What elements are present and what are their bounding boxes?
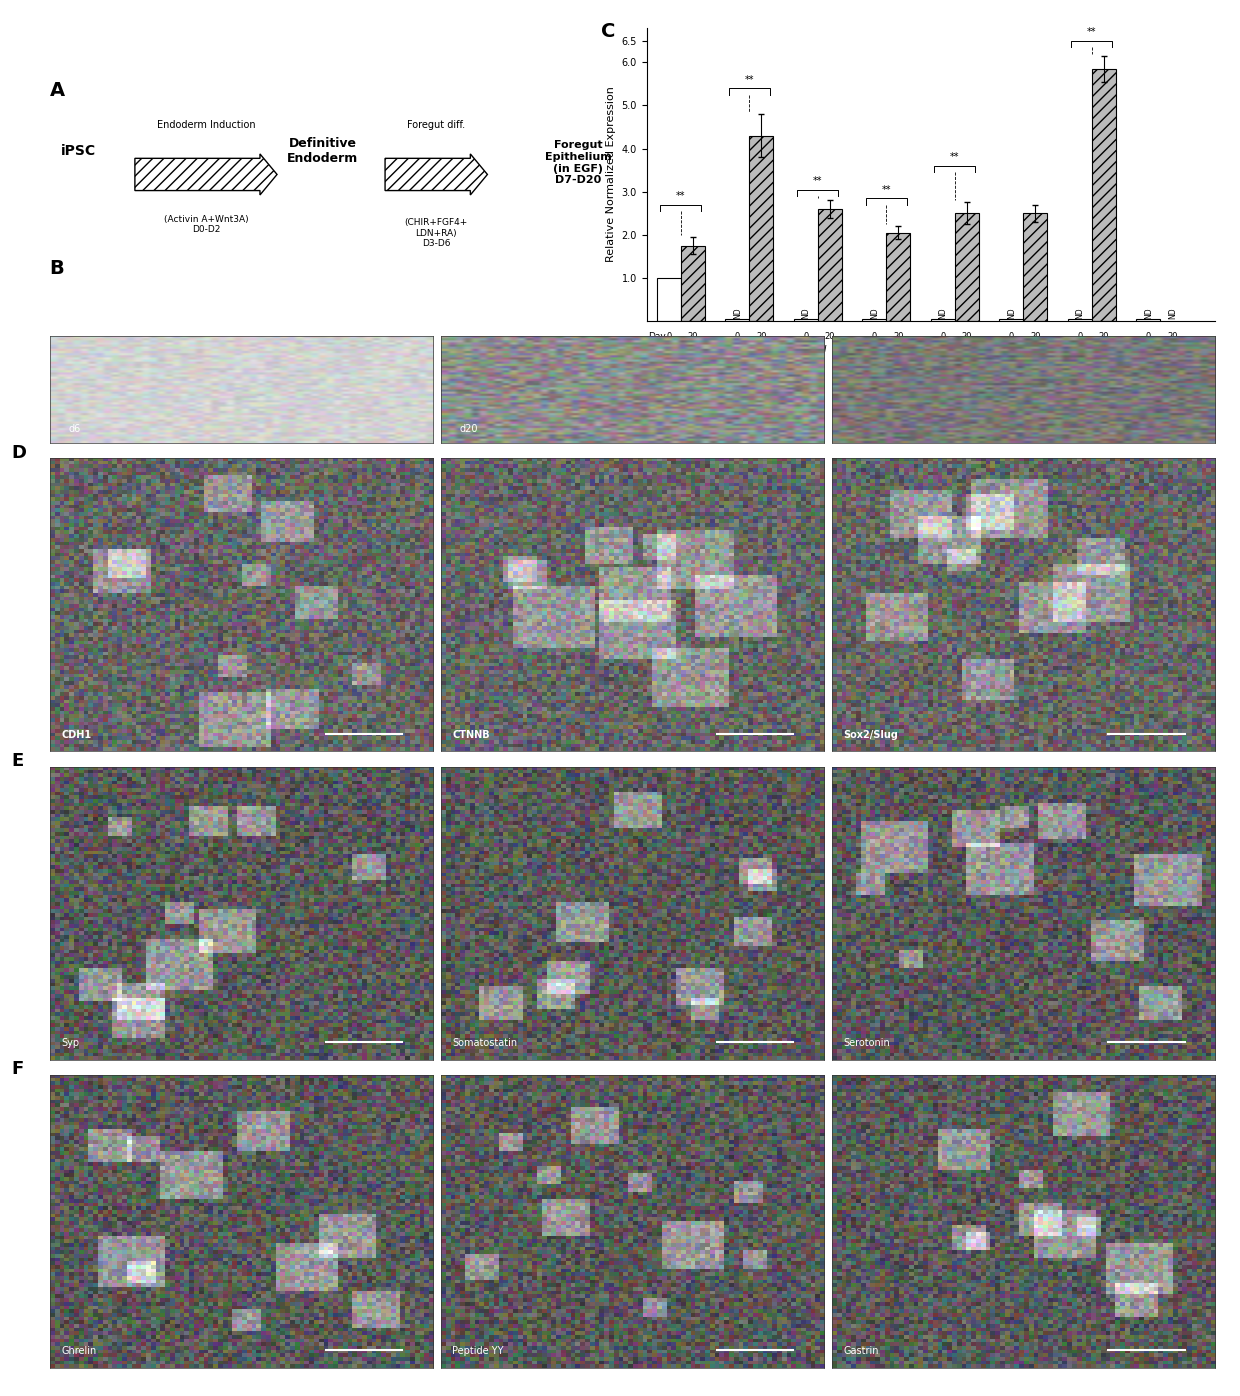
Text: SOX2: SOX2 bbox=[668, 345, 693, 353]
Text: PDX1: PDX1 bbox=[738, 345, 761, 353]
Text: ND: ND bbox=[801, 307, 811, 318]
Text: B: B bbox=[50, 335, 64, 355]
Text: d6: d6 bbox=[68, 424, 81, 434]
Text: GKN: GKN bbox=[808, 345, 827, 353]
Text: 0: 0 bbox=[940, 332, 946, 341]
Text: Peptide YY: Peptide YY bbox=[453, 1346, 503, 1357]
Text: F: F bbox=[11, 1061, 24, 1078]
Bar bbox=[657, 278, 681, 321]
Text: 0: 0 bbox=[872, 332, 877, 341]
Text: E: E bbox=[11, 752, 24, 771]
Bar bbox=[931, 318, 955, 321]
Text: 20: 20 bbox=[825, 332, 835, 341]
Text: Foregut
Epithelium
(in EGF)
D7-D20: Foregut Epithelium (in EGF) D7-D20 bbox=[546, 141, 611, 186]
Text: D: D bbox=[11, 444, 26, 462]
Text: A: A bbox=[50, 81, 64, 99]
Text: Syp: Syp bbox=[61, 1039, 79, 1048]
Text: ND: ND bbox=[733, 307, 742, 318]
Text: 20: 20 bbox=[1030, 332, 1040, 341]
Text: 0: 0 bbox=[666, 332, 672, 341]
Text: Gastrin: Gastrin bbox=[843, 1346, 879, 1357]
Y-axis label: Relative Normalized Expression: Relative Normalized Expression bbox=[606, 87, 616, 262]
Text: Serotonin: Serotonin bbox=[843, 1039, 890, 1048]
Text: CDH1: CDH1 bbox=[61, 730, 92, 740]
Bar bbox=[862, 318, 887, 321]
Text: 20: 20 bbox=[1099, 332, 1109, 341]
Bar bbox=[818, 209, 842, 321]
Text: (Activin A+Wnt3A)
D0-D2: (Activin A+Wnt3A) D0-D2 bbox=[164, 215, 248, 235]
Text: Somatostatin: Somatostatin bbox=[453, 1039, 517, 1048]
Text: **: ** bbox=[882, 184, 892, 194]
Text: CTNNB: CTNNB bbox=[453, 730, 490, 740]
Text: TFF2: TFF2 bbox=[1081, 345, 1102, 353]
Text: Foregut diff.: Foregut diff. bbox=[407, 120, 465, 130]
Text: 0: 0 bbox=[1146, 332, 1151, 341]
Text: ND: ND bbox=[1075, 307, 1085, 318]
Text: 20: 20 bbox=[1167, 332, 1178, 341]
Text: ND: ND bbox=[1168, 307, 1177, 318]
Bar bbox=[1092, 68, 1116, 321]
Text: **: ** bbox=[1087, 28, 1096, 38]
Bar bbox=[1136, 318, 1161, 321]
Text: Definitive
Endoderm: Definitive Endoderm bbox=[286, 137, 358, 165]
Text: Sox2/Slug: Sox2/Slug bbox=[843, 730, 898, 740]
Text: Endoderm Induction: Endoderm Induction bbox=[156, 120, 255, 130]
Text: 20: 20 bbox=[688, 332, 698, 341]
Text: 20: 20 bbox=[756, 332, 766, 341]
Text: B: B bbox=[50, 258, 64, 278]
Text: **: ** bbox=[676, 191, 686, 201]
Bar bbox=[681, 246, 704, 321]
Bar bbox=[887, 233, 910, 321]
Text: Day: Day bbox=[649, 332, 666, 341]
Bar bbox=[955, 214, 978, 321]
Text: **: ** bbox=[745, 75, 754, 85]
Text: C: C bbox=[601, 22, 615, 40]
Text: (CHIR+FGF4+
LDN+RA)
D3-D6: (CHIR+FGF4+ LDN+RA) D3-D6 bbox=[404, 218, 467, 248]
Bar bbox=[1068, 318, 1092, 321]
Text: d20: d20 bbox=[460, 424, 479, 434]
Bar bbox=[999, 318, 1023, 321]
Text: 20: 20 bbox=[962, 332, 972, 341]
Text: CDX2: CDX2 bbox=[1148, 345, 1173, 353]
Text: 0: 0 bbox=[1078, 332, 1083, 341]
Text: 0: 0 bbox=[804, 332, 808, 341]
Text: 0: 0 bbox=[1009, 332, 1014, 341]
Text: **: ** bbox=[813, 176, 822, 186]
Text: 20: 20 bbox=[893, 332, 904, 341]
Text: iPSC: iPSC bbox=[61, 144, 95, 158]
Text: ND: ND bbox=[939, 307, 947, 318]
Text: Ghrelin: Ghrelin bbox=[61, 1346, 97, 1357]
Text: 0: 0 bbox=[735, 332, 740, 341]
Bar bbox=[725, 318, 749, 321]
Text: **: ** bbox=[950, 152, 960, 162]
Text: PGA5: PGA5 bbox=[874, 345, 899, 353]
Bar bbox=[749, 135, 774, 321]
Text: TAS1R3: TAS1R3 bbox=[937, 345, 972, 353]
Text: ND: ND bbox=[1145, 307, 1153, 318]
Text: ND: ND bbox=[870, 307, 879, 318]
Text: ND: ND bbox=[1007, 307, 1016, 318]
Bar bbox=[794, 318, 818, 321]
Text: TFF1: TFF1 bbox=[1013, 345, 1034, 353]
Bar bbox=[1023, 214, 1048, 321]
